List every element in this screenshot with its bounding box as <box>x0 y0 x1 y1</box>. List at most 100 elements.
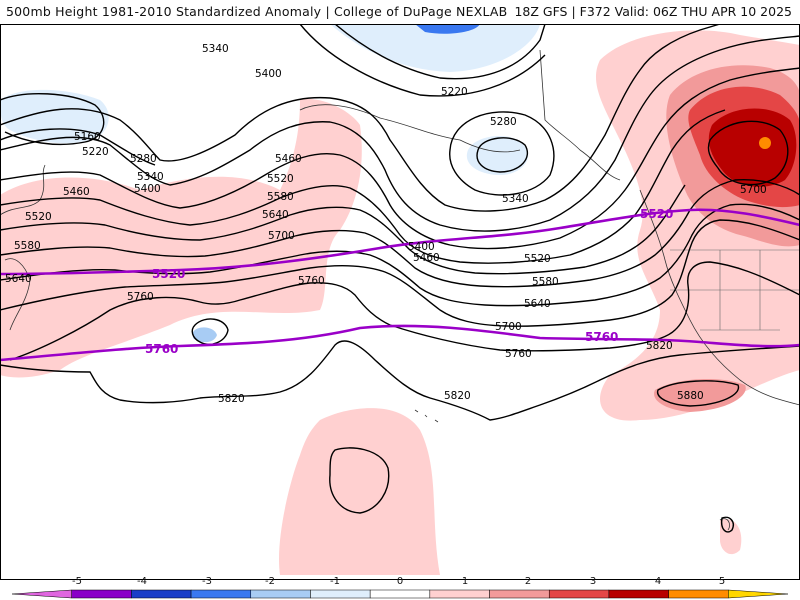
colorbar-segment <box>190 589 252 599</box>
coast-na <box>639 189 800 406</box>
contour-5880 <box>656 380 740 407</box>
colorbar-segment <box>131 589 192 599</box>
map-area: 5340 5400 5160 5220 5280 5340 5400 5460 … <box>0 24 800 580</box>
colorbar-ticks: -5 -4 -3 -2 -1 0 1 2 3 4 5 <box>0 576 800 588</box>
contour-5340-low <box>449 111 555 196</box>
contour-label: 5820 <box>218 393 245 405</box>
contour-label: 5700 <box>268 230 295 242</box>
contour-label: 5520 <box>25 211 52 223</box>
ref-label: 5520 <box>152 267 185 281</box>
colorbar-tick: -1 <box>330 576 340 587</box>
contour-label: 5460 <box>63 186 90 198</box>
map-header: 500mb Height 1981-2010 Standardized Anom… <box>0 0 800 24</box>
colorbar-segment <box>71 589 132 599</box>
map-title: 500mb Height 1981-2010 Standardized Anom… <box>6 4 508 19</box>
contour-label: 5340 <box>202 43 229 55</box>
anomaly-neg-north <box>330 24 540 72</box>
anomaly-pos-west <box>0 99 362 378</box>
contour-label: 5640 <box>524 298 551 310</box>
contour-small <box>720 516 734 533</box>
contour-5340 <box>0 35 800 232</box>
ref-label: 5760 <box>585 330 618 344</box>
colorbar-segment <box>668 589 729 599</box>
anomaly-4-east <box>708 108 797 187</box>
contour-label: 5460 <box>413 252 440 264</box>
contour-label: 5220 <box>82 146 109 158</box>
contour-label: 5760 <box>505 348 532 360</box>
colorbar-segment <box>369 589 431 599</box>
coast-japan <box>4 258 31 331</box>
contour-label: 5220 <box>441 86 468 98</box>
colorbar-tick: 0 <box>396 576 404 587</box>
colorbar-segment <box>250 589 311 599</box>
contour-label: 5760 <box>127 291 154 303</box>
colorbar <box>11 589 789 599</box>
colorbar-tick: 1 <box>461 576 469 587</box>
contour-label: 5700 <box>740 184 767 196</box>
contour-label: 5580 <box>14 240 41 252</box>
contour-label: 5700 <box>495 321 522 333</box>
contour-label: 5340 <box>137 171 164 183</box>
ref-5520 <box>0 208 800 276</box>
ref-label: 5520 <box>640 207 673 221</box>
contour-5640 <box>0 203 800 307</box>
colorbar-tick: -4 <box>137 576 147 587</box>
colorbar-segment <box>489 589 550 599</box>
contour-label: 5580 <box>532 276 559 288</box>
contour-label: 5640 <box>5 273 32 285</box>
contour-label: 5820 <box>444 390 471 402</box>
contour-label: 5460 <box>275 153 302 165</box>
contour-label: 5400 <box>134 183 161 195</box>
contour-5460 <box>0 109 726 264</box>
anomaly-neg-small <box>193 327 217 343</box>
colorbar-tick: -5 <box>72 576 82 587</box>
contour-label: 5880 <box>677 390 704 402</box>
contour-label: 5400 <box>408 241 435 253</box>
contour-label: 5820 <box>646 340 673 352</box>
contour-5220-n <box>334 24 546 80</box>
contour-5760 <box>9 261 800 361</box>
state-borders <box>670 249 800 331</box>
anomaly-shading <box>0 30 800 575</box>
colorbar-segment <box>728 589 789 599</box>
anomaly-neg-north-core <box>415 24 480 34</box>
coast-hawaii <box>414 409 439 423</box>
reference-labels: 5520 5520 5760 5760 <box>145 207 673 356</box>
anomaly-5-center <box>759 137 771 149</box>
label-bg: 5340 5400 5160 5220 5280 5340 5400 5460 … <box>5 43 767 405</box>
valid-time: 18Z GFS | F372 Valid: 06Z THU APR 10 202… <box>514 4 792 19</box>
colorbar-segment <box>429 589 490 599</box>
contour-5520 <box>0 184 686 275</box>
height-contours <box>0 24 800 533</box>
contour-label: 5400 <box>255 68 282 80</box>
colorbar-segments <box>11 589 789 599</box>
colorbar-segment <box>608 589 669 599</box>
contour-5700-high <box>707 120 789 186</box>
contour-5280-n <box>299 24 546 97</box>
colorbar-tick: 2 <box>524 576 532 587</box>
anomaly-pos-baja <box>720 519 742 555</box>
contour-label: 5760 <box>298 275 325 287</box>
anomaly-pos-south <box>279 408 440 575</box>
contour-labels: 5340 5400 5160 5220 5280 5340 5400 5460 … <box>5 43 767 405</box>
contour-label: 5520 <box>524 253 551 265</box>
contour-label: 5520 <box>267 173 294 185</box>
contour-5700 <box>0 219 800 327</box>
contour-label: 5160 <box>74 131 101 143</box>
ref-label: 5760 <box>145 342 178 356</box>
contour-label: 5580 <box>267 191 294 203</box>
contour-label: 5280 <box>130 153 157 165</box>
contour-label: 5280 <box>490 116 517 128</box>
contour-5400 <box>0 67 800 250</box>
colorbar-segment <box>548 589 610 599</box>
contour-5760-low <box>191 318 229 346</box>
reference-contours <box>0 208 800 362</box>
colorbar-segment <box>11 589 72 599</box>
contour-label: 5640 <box>262 209 289 221</box>
contour-5880-pacific <box>329 447 390 514</box>
ref-5760 <box>0 324 800 362</box>
map-canvas: 5340 5400 5160 5220 5280 5340 5400 5460 … <box>0 24 800 580</box>
coast-aleutians <box>299 104 521 153</box>
contour-label: 5340 <box>502 193 529 205</box>
colorbar-tick: -3 <box>202 576 212 587</box>
